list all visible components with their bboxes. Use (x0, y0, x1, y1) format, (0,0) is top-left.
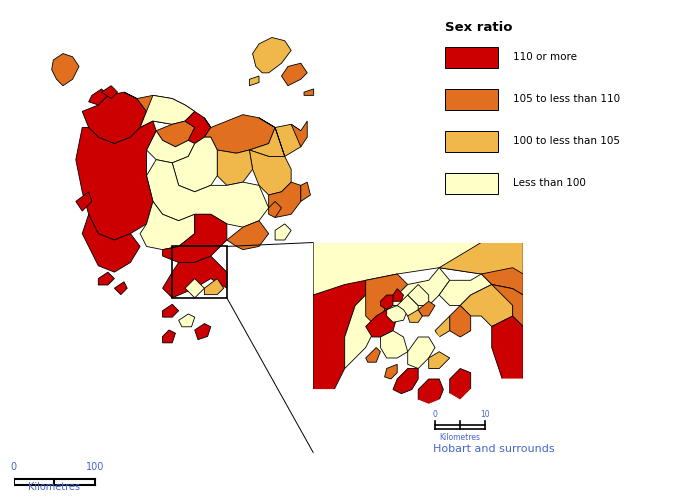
Bar (445, 172, 498, 194)
Polygon shape (492, 316, 523, 390)
Polygon shape (449, 368, 471, 400)
Polygon shape (408, 337, 435, 368)
Polygon shape (124, 92, 194, 128)
Polygon shape (291, 121, 307, 147)
Polygon shape (140, 96, 194, 128)
Polygon shape (227, 220, 269, 250)
Polygon shape (82, 214, 140, 272)
Bar (445, 46, 498, 68)
Polygon shape (408, 326, 439, 368)
Polygon shape (205, 278, 224, 294)
Polygon shape (366, 348, 380, 362)
Polygon shape (179, 314, 194, 327)
Polygon shape (313, 379, 523, 452)
Polygon shape (366, 274, 408, 326)
Polygon shape (439, 274, 492, 306)
Polygon shape (205, 114, 275, 153)
Polygon shape (387, 306, 408, 322)
Polygon shape (250, 118, 301, 156)
Polygon shape (156, 121, 194, 147)
Polygon shape (439, 242, 523, 274)
Polygon shape (393, 368, 418, 394)
Text: Kilometres: Kilometres (440, 433, 481, 442)
Bar (445, 88, 498, 110)
Polygon shape (380, 330, 408, 358)
Polygon shape (172, 137, 217, 192)
Polygon shape (313, 242, 523, 295)
Text: Kilometres: Kilometres (29, 482, 80, 492)
Polygon shape (75, 121, 156, 240)
Bar (445, 130, 498, 152)
Polygon shape (269, 182, 301, 218)
Polygon shape (99, 272, 114, 285)
Polygon shape (194, 324, 211, 340)
Polygon shape (217, 150, 252, 186)
Polygon shape (114, 282, 127, 294)
Polygon shape (393, 288, 403, 302)
Text: 100: 100 (86, 462, 105, 472)
Polygon shape (408, 310, 422, 322)
Bar (14, 479, 54, 485)
Text: Hobart and surrounds: Hobart and surrounds (432, 444, 554, 454)
Text: 0: 0 (10, 462, 17, 472)
Polygon shape (82, 92, 146, 144)
Polygon shape (449, 306, 471, 337)
Polygon shape (146, 160, 269, 227)
Polygon shape (163, 214, 227, 262)
Polygon shape (52, 54, 79, 86)
Polygon shape (185, 278, 205, 298)
Text: 110 or more: 110 or more (513, 52, 577, 62)
Polygon shape (304, 89, 313, 96)
Polygon shape (387, 268, 449, 316)
Text: Sex ratio: Sex ratio (445, 22, 512, 35)
Polygon shape (418, 302, 435, 316)
Text: 0: 0 (432, 410, 437, 419)
Polygon shape (250, 128, 291, 195)
Polygon shape (481, 268, 523, 295)
Polygon shape (75, 192, 92, 211)
Polygon shape (282, 63, 307, 86)
Polygon shape (163, 304, 179, 317)
Polygon shape (397, 295, 418, 316)
Text: 105 to less than 110: 105 to less than 110 (513, 94, 620, 104)
Polygon shape (345, 274, 397, 368)
Polygon shape (366, 310, 397, 337)
Polygon shape (435, 316, 449, 337)
Polygon shape (301, 182, 311, 202)
Polygon shape (252, 38, 291, 73)
Text: Less than 100: Less than 100 (513, 178, 586, 188)
Text: 10: 10 (481, 410, 490, 419)
Bar (172, 246, 227, 298)
Polygon shape (269, 202, 282, 218)
Polygon shape (380, 295, 393, 310)
Polygon shape (460, 284, 513, 327)
Polygon shape (313, 280, 366, 390)
Polygon shape (275, 224, 291, 240)
Text: 100 to less than 105: 100 to less than 105 (513, 136, 620, 146)
Polygon shape (385, 364, 397, 379)
Polygon shape (250, 76, 259, 86)
Polygon shape (492, 284, 523, 327)
Polygon shape (418, 379, 443, 404)
Polygon shape (428, 352, 449, 368)
Polygon shape (88, 89, 108, 105)
Polygon shape (185, 112, 211, 144)
Bar (54, 479, 95, 485)
Polygon shape (408, 284, 428, 306)
Polygon shape (101, 86, 118, 98)
Polygon shape (163, 330, 175, 343)
Polygon shape (146, 130, 194, 163)
Polygon shape (163, 256, 227, 298)
Polygon shape (140, 202, 194, 250)
